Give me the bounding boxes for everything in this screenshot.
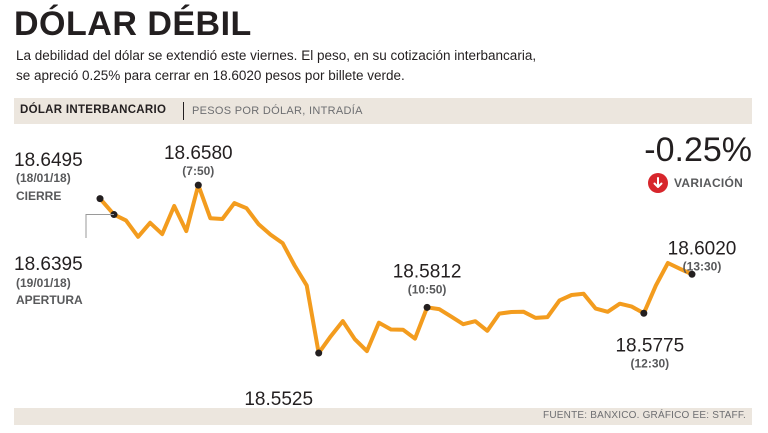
chart-title: DÓLAR INTERBANCARIO bbox=[20, 104, 167, 116]
afternoon-value-label: 18.5775 bbox=[615, 335, 684, 356]
subtitle-line-2: se apreció 0.25% para cerrar en 18.6020 … bbox=[16, 68, 405, 83]
last-time-label: (13:30) bbox=[683, 259, 722, 273]
down-arrow-icon bbox=[648, 173, 668, 193]
chart-header-band bbox=[14, 98, 752, 124]
chart-units: PESOS POR DÓLAR, INTRADÍA bbox=[192, 105, 363, 117]
low-point bbox=[315, 349, 323, 357]
open-connector bbox=[85, 214, 114, 238]
close-date-label: (18/01/18) bbox=[16, 171, 71, 185]
variation-indicator: VARIACIÓN bbox=[648, 173, 743, 193]
open-value-label: 18.6395 bbox=[14, 254, 83, 275]
mid-value-label: 18.5812 bbox=[393, 261, 462, 282]
page-title: DÓLAR DÉBIL bbox=[14, 5, 252, 43]
high-time-label: (7:50) bbox=[182, 164, 214, 178]
high-value-label: 18.6580 bbox=[164, 143, 233, 164]
source-note: FUENTE: BANXICO. GRÁFICO EE: STAFF. bbox=[543, 410, 746, 421]
low-value-label: 18.5525 bbox=[244, 389, 313, 410]
last-point bbox=[688, 270, 696, 278]
high-point bbox=[194, 181, 202, 189]
mid-point bbox=[423, 303, 431, 311]
chart-annotations: 18.6495(18/01/18) CIERRE 18.6395(19/01/18)… bbox=[14, 143, 736, 424]
series-line bbox=[98, 183, 694, 356]
afternoon-time-label: (12:30) bbox=[630, 356, 669, 370]
subtitle: La debilidad del dólar se extendió este … bbox=[16, 46, 756, 86]
variation-label: VARIACIÓN bbox=[674, 176, 744, 190]
close-tag-label: CIERRE bbox=[16, 189, 61, 203]
subtitle-line-1: La debilidad del dólar se extendió este … bbox=[16, 48, 537, 63]
mid-time-label: (10:50) bbox=[408, 282, 447, 296]
open-date-label: (19/01/18) bbox=[16, 276, 71, 290]
variation-value: -0.25% bbox=[644, 131, 752, 169]
open-tag-label: APERTURA bbox=[16, 293, 83, 307]
divider bbox=[183, 102, 184, 120]
close-point bbox=[96, 195, 104, 203]
afternoon-point bbox=[640, 309, 648, 317]
last-value-label: 18.6020 bbox=[668, 238, 737, 259]
footer-band bbox=[14, 408, 752, 425]
close-value-label: 18.6495 bbox=[14, 150, 83, 171]
